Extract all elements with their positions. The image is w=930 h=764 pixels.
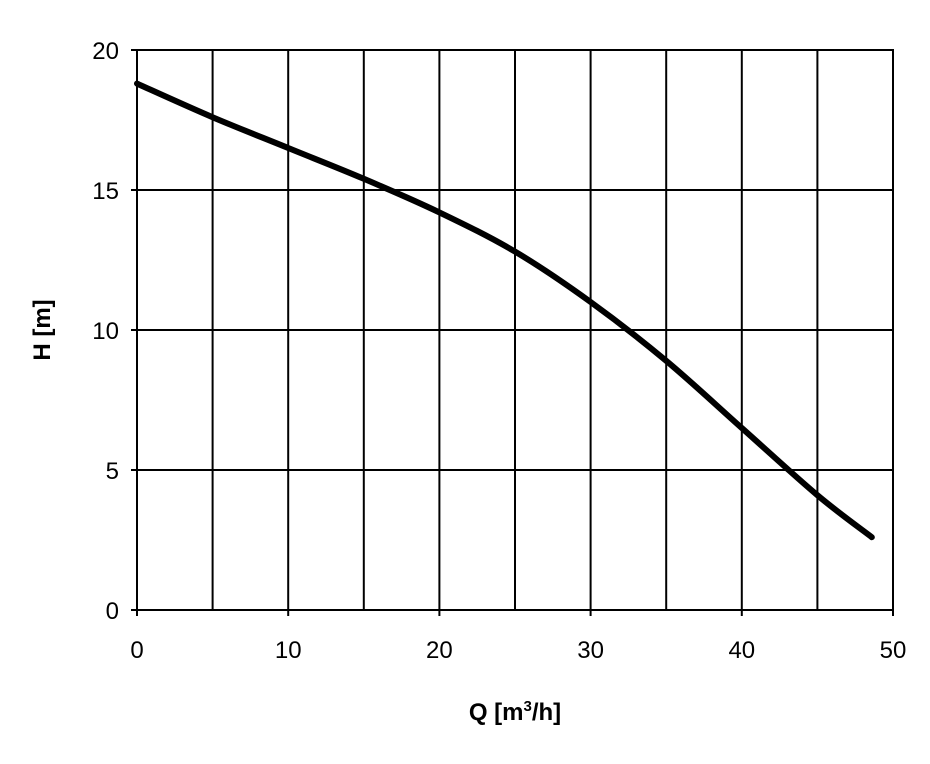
x-axis-label-pre: Q [m <box>469 699 524 726</box>
x-axis-label-sup: 3 <box>524 698 532 715</box>
x-tick-label: 20 <box>426 637 453 664</box>
gridlines <box>131 49 894 616</box>
x-tick-label: 30 <box>577 637 604 664</box>
plot-area <box>136 49 894 611</box>
x-tick-label: 0 <box>130 637 143 664</box>
x-tick-label: 50 <box>880 637 907 664</box>
y-axis-label: H [m] <box>29 299 56 360</box>
y-tick-label: 15 <box>92 178 119 205</box>
y-tick-label: 10 <box>92 318 119 345</box>
y-tick-label: 0 <box>106 598 119 625</box>
series-line-h <box>134 80 875 541</box>
x-axis-label-post: /h] <box>532 699 561 726</box>
y-tick-label: 20 <box>92 38 119 65</box>
x-tick-label: 10 <box>275 637 302 664</box>
x-axis-label: Q [m3/h] <box>469 698 561 726</box>
x-tick-labels: 0 10 20 30 40 50 <box>130 637 906 664</box>
y-tick-label: 5 <box>106 458 119 485</box>
x-tick-label: 40 <box>728 637 755 664</box>
y-tick-labels: 0 5 10 15 20 <box>92 38 119 625</box>
